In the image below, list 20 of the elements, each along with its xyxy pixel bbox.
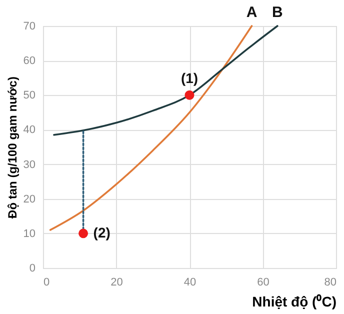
y-tick-label: 20 — [23, 193, 36, 206]
series-label: B — [272, 4, 283, 21]
annotation: (1) — [180, 70, 198, 86]
x-tick-label: 0 — [44, 276, 50, 288]
series-label: A — [246, 4, 258, 21]
y-tick-label: 60 — [23, 55, 36, 68]
y-tick-label: 10 — [23, 228, 36, 240]
y-tick-label: 40 — [23, 124, 36, 136]
x-tick-label: 80 — [324, 276, 336, 288]
x-tick-label: 60 — [257, 276, 270, 288]
x-tick-label: 20 — [110, 276, 123, 288]
y-tick-label: 30 — [23, 158, 36, 171]
y-tick-label: 50 — [23, 90, 36, 102]
y-axis-title: Độ tan (g/100 gam nước) — [5, 76, 20, 218]
line-series — [53, 25, 278, 136]
y-tick-label: 0 — [29, 262, 36, 274]
y-tick-label: 70 — [23, 20, 36, 32]
x-axis-title: Nhiệt độ (⁰C) — [252, 294, 336, 310]
annotation: (2) — [93, 224, 110, 240]
x-tick-label: 40 — [184, 276, 196, 288]
